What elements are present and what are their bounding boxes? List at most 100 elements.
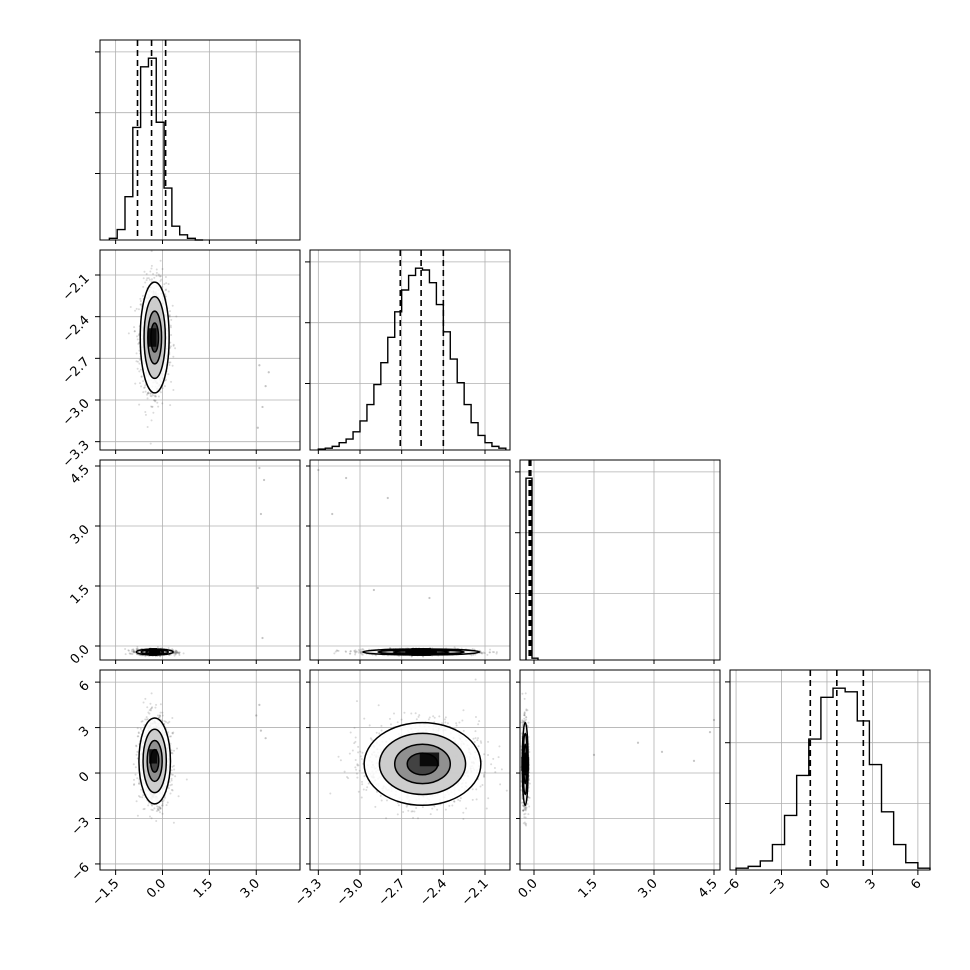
sample-point	[155, 820, 158, 823]
sample-point	[141, 720, 144, 723]
sample-point	[162, 800, 165, 803]
sample-point	[157, 273, 160, 276]
sample-point	[142, 794, 145, 797]
sample-point	[139, 368, 142, 371]
sample-point	[150, 395, 153, 398]
sample-point	[151, 809, 154, 812]
sample-point	[151, 405, 154, 408]
sample-point	[157, 405, 160, 408]
sample-point	[142, 391, 145, 394]
sample-point	[168, 315, 171, 318]
joint-panel-0-2	[99, 459, 301, 661]
sample-point	[472, 653, 475, 656]
sample-point	[158, 716, 161, 719]
sample-point	[139, 303, 142, 306]
sample-point	[136, 757, 139, 760]
sample-point	[144, 384, 147, 387]
outlier-point	[261, 636, 264, 640]
sample-point	[175, 651, 178, 654]
sample-point	[173, 654, 176, 657]
sample-point	[167, 787, 170, 790]
sample-point	[169, 326, 172, 329]
sample-point	[357, 651, 360, 654]
sample-point	[153, 276, 156, 279]
sample-point	[146, 425, 149, 428]
sample-point	[175, 315, 178, 318]
sample-point	[171, 752, 174, 755]
sample-point	[159, 655, 162, 658]
sample-point	[127, 332, 130, 335]
sample-point	[170, 318, 173, 321]
density-peak	[149, 648, 158, 656]
density-peak	[148, 328, 157, 347]
sample-point	[130, 650, 133, 653]
sample-point	[157, 809, 160, 812]
sample-point	[124, 648, 127, 651]
sample-point	[142, 277, 145, 280]
sample-point	[137, 782, 140, 785]
sample-point	[158, 274, 161, 277]
sample-point	[155, 810, 158, 813]
sample-point	[174, 649, 177, 652]
sample-point	[135, 744, 138, 747]
sample-point	[148, 278, 151, 281]
sample-point	[144, 697, 147, 700]
sample-point	[167, 290, 170, 293]
sample-point	[136, 777, 139, 780]
sample-point	[170, 788, 173, 791]
outlier-point	[264, 385, 267, 388]
sample-point	[136, 814, 139, 817]
sample-point	[165, 720, 168, 723]
panel-frame	[729, 669, 931, 871]
sample-point	[172, 355, 175, 358]
sample-point	[480, 652, 483, 655]
sample-point	[171, 732, 174, 735]
sample-point	[144, 410, 147, 413]
sample-point	[159, 391, 162, 394]
contour-line	[135, 648, 174, 656]
sample-point	[178, 654, 181, 657]
sample-point	[156, 805, 159, 808]
contour-line	[142, 728, 168, 794]
density-peak	[149, 749, 158, 764]
sample-point	[147, 804, 150, 807]
sample-point	[129, 306, 132, 309]
sample-point	[146, 718, 149, 721]
sample-point	[147, 392, 150, 395]
sample-point	[155, 274, 158, 277]
sample-point	[161, 402, 164, 405]
sample-point	[171, 304, 174, 307]
joint-content	[100, 250, 300, 450]
sample-point	[489, 648, 492, 651]
joint-content	[310, 460, 510, 660]
sample-point	[137, 342, 140, 345]
sample-point	[138, 782, 141, 785]
sample-point	[138, 382, 141, 385]
sample-point	[136, 367, 139, 370]
sample-point	[156, 645, 159, 648]
sample-point	[144, 718, 147, 721]
sample-point	[150, 808, 153, 811]
sample-point	[170, 777, 173, 780]
sample-point	[161, 285, 164, 288]
histogram-step	[735, 687, 931, 870]
sample-point	[174, 650, 177, 653]
sample-point	[158, 805, 161, 808]
sample-point	[171, 773, 174, 776]
sample-point	[362, 648, 365, 651]
sample-point	[161, 711, 164, 714]
sample-point	[168, 314, 171, 317]
sample-point	[148, 815, 151, 818]
sample-point	[163, 720, 166, 723]
sample-point	[132, 778, 135, 781]
sample-point	[139, 297, 142, 300]
sample-point	[168, 735, 171, 738]
sample-point	[132, 763, 135, 766]
sample-point	[136, 750, 139, 753]
sample-point	[175, 649, 178, 652]
sample-point	[145, 718, 148, 721]
sample-point	[168, 720, 171, 723]
sample-point	[172, 764, 175, 767]
outlier-point	[264, 737, 267, 740]
sample-point	[134, 773, 137, 776]
